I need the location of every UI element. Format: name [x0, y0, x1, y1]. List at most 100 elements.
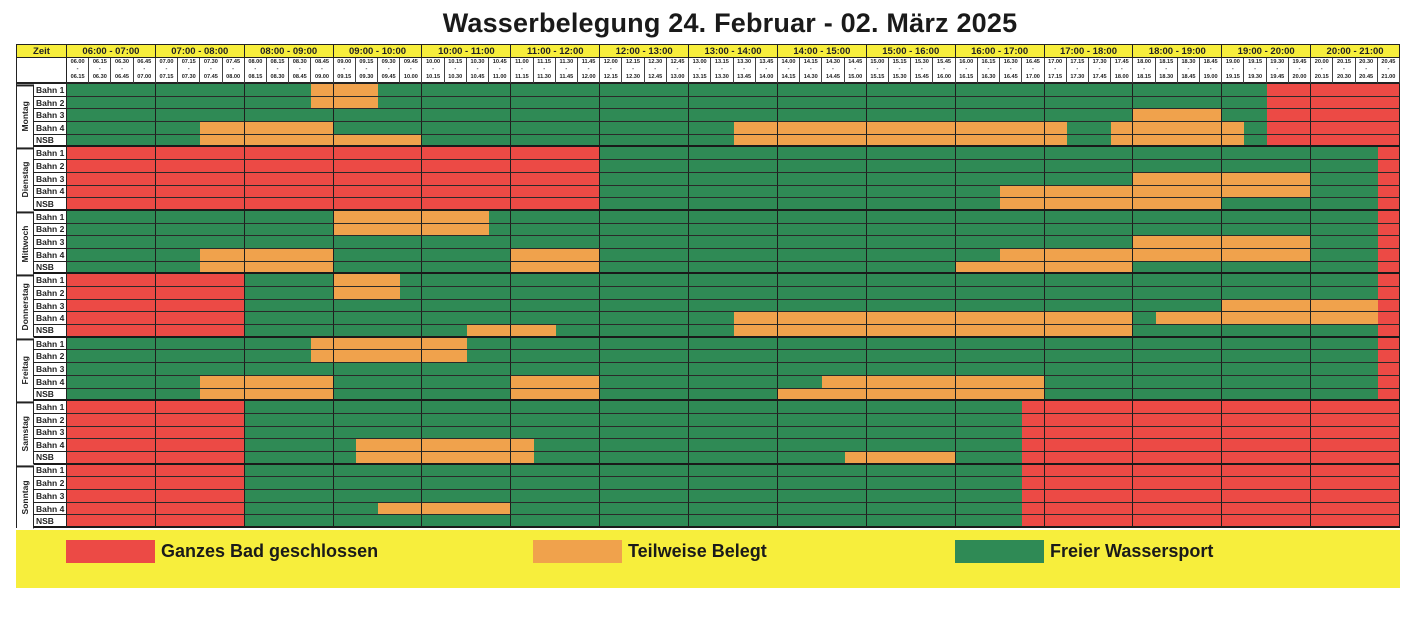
cell-closed — [155, 160, 179, 173]
cell-closed — [155, 172, 179, 186]
cell-free — [400, 413, 423, 427]
slot-separator: - — [165, 66, 168, 73]
cell-free — [555, 96, 578, 110]
cell-closed — [1177, 515, 1201, 529]
cell-free — [1200, 160, 1223, 173]
cell-closed — [333, 185, 356, 199]
cell-free — [511, 515, 534, 529]
cell-free — [67, 96, 90, 110]
cell-free — [711, 248, 734, 262]
cell-closed — [1377, 515, 1400, 529]
cell-free — [200, 350, 223, 364]
cell-closed — [400, 172, 423, 186]
cell-free — [311, 502, 334, 516]
cell-free — [955, 451, 978, 465]
cell-free — [800, 287, 823, 300]
slot-start: 07.45 — [226, 58, 241, 65]
cell-free — [933, 96, 956, 110]
cell-partially-booked — [755, 134, 778, 148]
cell-free — [755, 172, 778, 186]
cell-partially-booked — [1266, 312, 1289, 326]
cell-closed — [1222, 477, 1245, 490]
cell-free — [933, 160, 956, 173]
slot-header: 15.30-15.45 — [911, 58, 934, 84]
cell-free — [889, 337, 912, 351]
cell-free — [311, 515, 334, 529]
cell-closed — [133, 515, 156, 529]
cell-free — [1355, 363, 1378, 376]
cell-free — [889, 109, 912, 123]
cell-partially-booked — [800, 134, 823, 148]
cell-free — [1000, 160, 1023, 173]
cell-free — [555, 109, 578, 123]
cell-closed — [333, 147, 356, 161]
cell-free — [244, 350, 267, 364]
cell-free — [622, 350, 645, 364]
cell-closed — [1222, 439, 1245, 452]
cell-free — [489, 388, 512, 402]
cell-free — [844, 261, 867, 275]
slot-end: 09.00 — [314, 73, 329, 80]
cell-closed — [1088, 490, 1112, 503]
slot-separator: - — [409, 66, 412, 73]
cell-closed — [289, 160, 312, 173]
cell-free — [200, 236, 223, 249]
cell-free — [1111, 287, 1134, 300]
cell-free — [1288, 261, 1312, 275]
cell-free — [1288, 388, 1312, 402]
cell-closed — [222, 401, 245, 414]
cell-closed — [222, 426, 245, 440]
cell-free — [1266, 147, 1289, 161]
cell-closed — [111, 299, 134, 313]
cell-free — [977, 451, 1001, 465]
cell-free — [1088, 172, 1112, 186]
cell-free — [266, 109, 290, 123]
cell-free — [600, 515, 623, 529]
cell-partially-booked — [1244, 299, 1267, 313]
slot-end: 17.45 — [1092, 73, 1107, 80]
cell-free — [1266, 337, 1289, 351]
cell-free — [755, 261, 778, 275]
cell-free — [933, 363, 956, 376]
day-label: Donnerstag — [17, 274, 34, 338]
cell-free — [577, 325, 601, 338]
cell-free — [577, 312, 601, 326]
cell-free — [844, 337, 867, 351]
cell-closed — [222, 185, 245, 199]
cell-free — [733, 287, 756, 300]
cell-partially-booked — [289, 388, 312, 402]
cell-free — [67, 223, 90, 237]
cell-free — [111, 248, 134, 262]
cell-free — [1288, 198, 1312, 211]
cell-free — [533, 109, 556, 123]
cell-partially-booked — [400, 451, 423, 465]
cell-free — [1244, 122, 1267, 135]
cell-free — [1088, 388, 1112, 402]
cell-free — [977, 337, 1001, 351]
cell-free — [977, 223, 1001, 237]
cell-closed — [1088, 426, 1112, 440]
cell-closed — [1066, 451, 1089, 465]
cell-free — [489, 248, 512, 262]
slot-start: 09.00 — [337, 58, 352, 65]
cell-free — [1244, 388, 1267, 402]
slot-separator: - — [832, 66, 834, 73]
cell-free — [911, 401, 934, 414]
cell-partially-booked — [955, 388, 978, 402]
cell-free — [67, 109, 90, 123]
cell-free — [111, 223, 134, 237]
cell-free — [1333, 160, 1356, 173]
cell-closed — [178, 515, 201, 529]
slot-header: 09.15-09.30 — [355, 58, 379, 84]
cell-closed — [1066, 413, 1089, 427]
cell-partially-booked — [511, 325, 534, 338]
slot-start: 19.30 — [1270, 58, 1285, 65]
slot-separator: - — [1143, 66, 1145, 73]
cell-free — [666, 439, 690, 452]
cell-free — [111, 122, 134, 135]
cell-closed — [111, 490, 134, 503]
cell-free — [711, 477, 734, 490]
cell-free — [977, 350, 1001, 364]
cell-free — [1000, 147, 1023, 161]
cell-free — [622, 477, 645, 490]
